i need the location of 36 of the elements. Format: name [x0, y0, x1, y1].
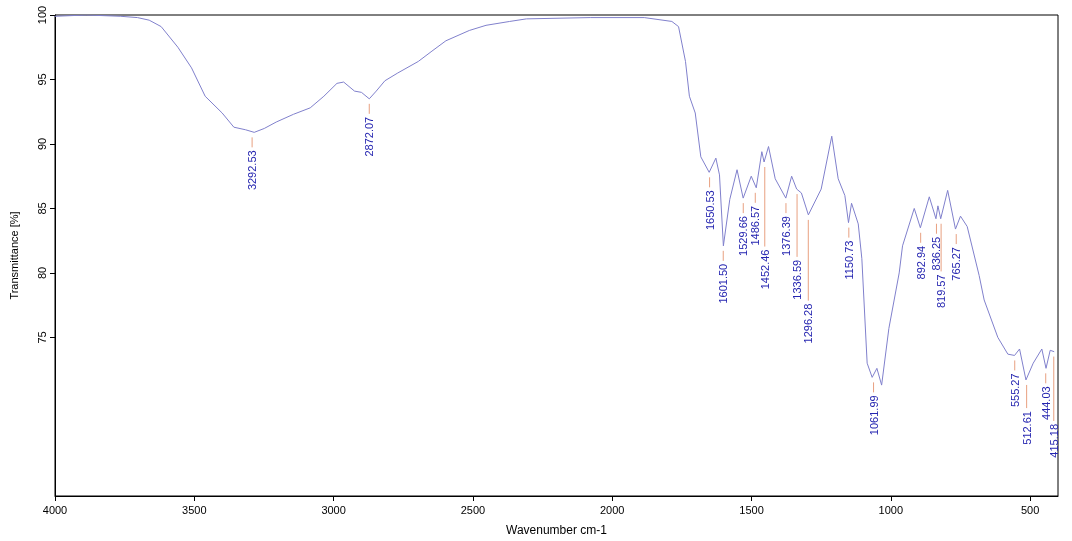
x-tick-label: 1500 — [739, 503, 764, 516]
annotation: 1061.99 — [867, 395, 880, 436]
x-tick-label: 4000 — [42, 503, 68, 516]
annotation: 1486.57 — [749, 205, 762, 246]
annotation: 1150.73 — [842, 240, 855, 280]
x-tick-label: 3500 — [182, 503, 207, 516]
y-axis-title: Transmittance [%] — [7, 211, 20, 300]
x-tick-label: 2000 — [599, 503, 625, 516]
annotation: 1650.53 — [703, 190, 716, 231]
y-tick-label: 95 — [35, 73, 48, 86]
annotation: 836.25 — [930, 236, 943, 271]
x-tick-label: 2500 — [460, 503, 486, 516]
annotation: 1529.66 — [737, 216, 750, 256]
annotation: 1376.39 — [779, 216, 792, 256]
x-tick-label: 3000 — [321, 503, 346, 516]
annotation: 819.57 — [935, 274, 948, 309]
x-axis-title: Wavenumber cm-1 — [506, 523, 608, 537]
x-tick-label: 500 — [1020, 503, 1040, 516]
annotation: 892.94 — [914, 245, 927, 280]
annotation: 1296.28 — [802, 303, 815, 344]
annotation: 1452.46 — [758, 249, 771, 290]
y-tick-label: 100 — [35, 5, 48, 25]
y-tick-label: 85 — [35, 202, 48, 215]
annotation: 555.27 — [1008, 373, 1021, 408]
y-tick-label: 80 — [35, 266, 48, 280]
x-tick-label: 1000 — [878, 503, 904, 516]
annotation: 765.27 — [950, 247, 963, 281]
annotation: 444.03 — [1039, 386, 1052, 420]
annotation: 415.18 — [1047, 423, 1060, 458]
annotation: 1601.50 — [717, 263, 730, 304]
annotation: 2872.07 — [363, 116, 376, 157]
annotation: 512.61 — [1020, 411, 1033, 445]
annotation: 3292.53 — [246, 150, 259, 191]
y-tick-label: 75 — [35, 331, 48, 344]
annotation: 1336.59 — [791, 259, 804, 300]
y-tick-label: 90 — [35, 137, 48, 151]
